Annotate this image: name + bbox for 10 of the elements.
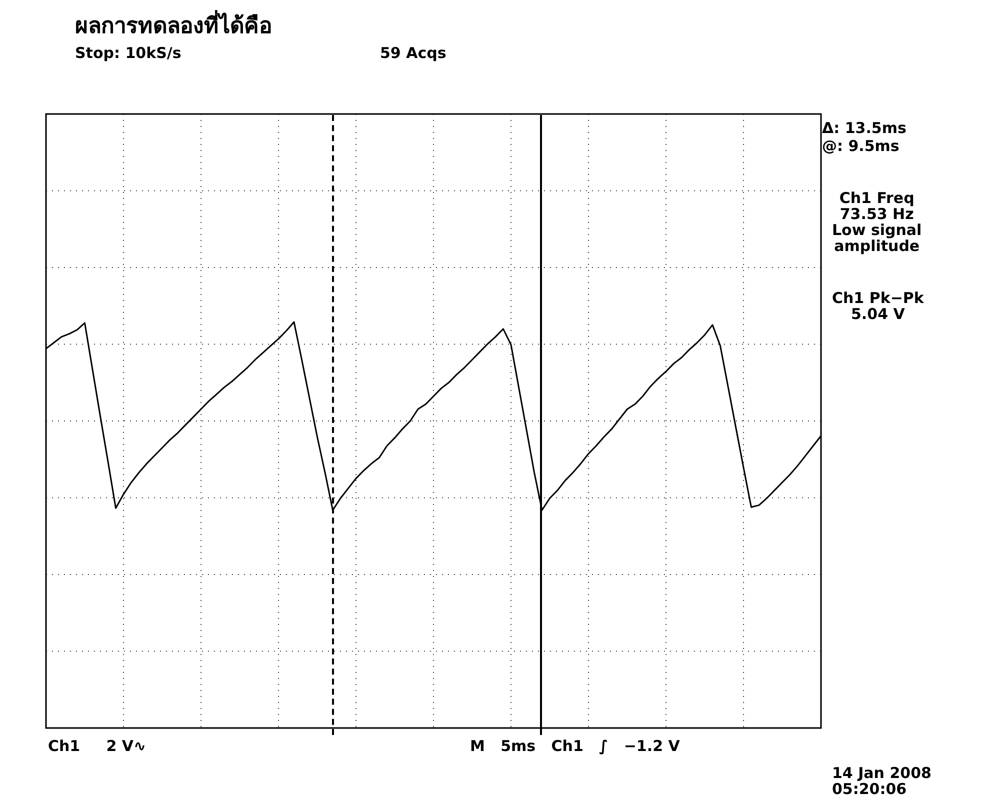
text: @: 9.5ms bbox=[822, 137, 900, 155]
text: Ch1 Pk−Pk 5.04 V bbox=[832, 289, 924, 323]
text: Stop: 10kS/s bbox=[75, 44, 182, 62]
chart-title: ผลการทดลองที่ได้คือ bbox=[75, 9, 272, 41]
text: M 5ms Ch1 ∫ −1.2 V bbox=[470, 737, 680, 755]
text: Ch1 2 V∿ bbox=[48, 737, 146, 755]
text: Δ: 13.5ms bbox=[822, 119, 906, 137]
text: 14 Jan 2008 05:20:06 bbox=[832, 764, 932, 798]
text: 59 Acqs bbox=[380, 44, 446, 62]
text: Ch1 Freq 73.53 Hz Low signal amplitude bbox=[832, 189, 922, 255]
